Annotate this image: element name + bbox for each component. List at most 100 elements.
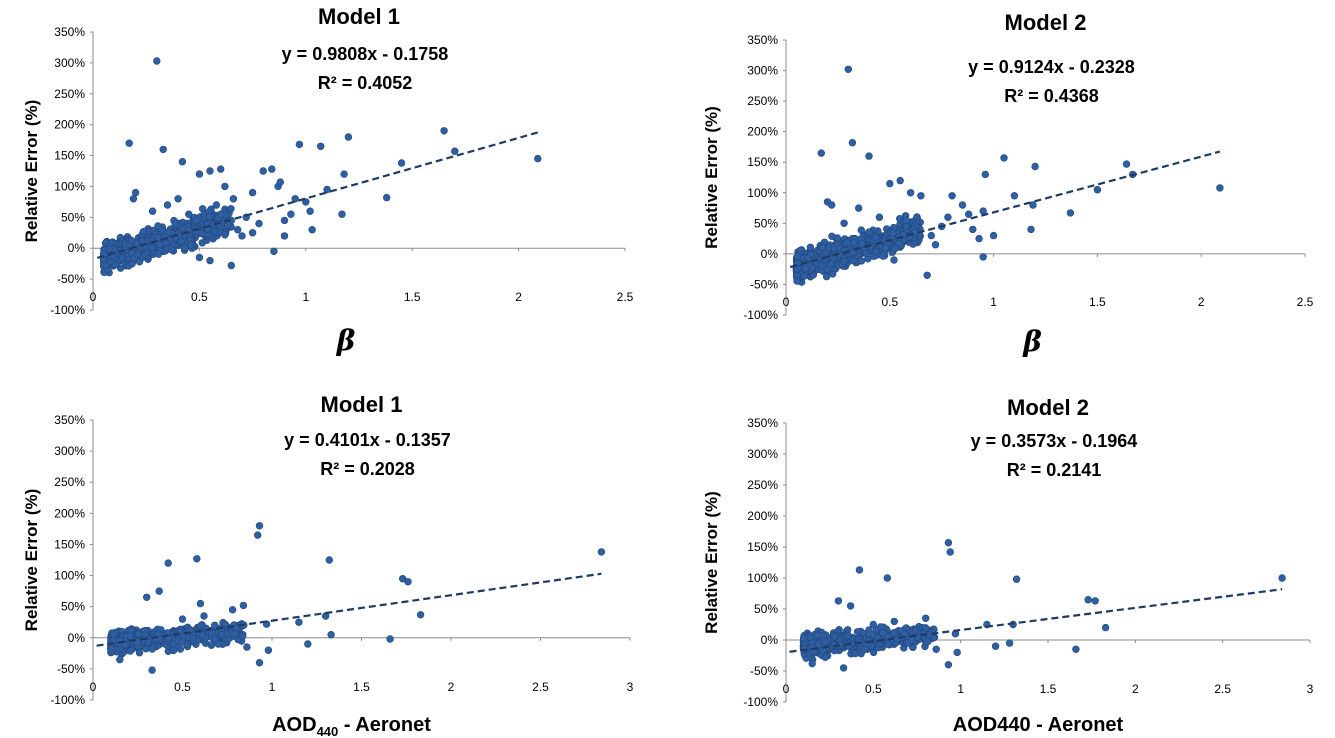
x-tick-label: 3: [1307, 682, 1314, 696]
x-tick-label: 0.5: [881, 295, 898, 309]
y-tick-label: 100%: [54, 569, 85, 583]
data-point: [849, 239, 858, 247]
data-point: [105, 245, 113, 253]
data-point: [264, 646, 273, 654]
x-axis-label: AOD440 - Aeronet: [272, 714, 431, 738]
panel-bottom-right: Model 2 y = 0.3573x - 0.1964 R² = 0.2141 -1…: [702, 395, 1314, 736]
y-tick-label: 350%: [54, 413, 85, 427]
panel-top-right: Model 2 y = 0.9124x - 0.2328 R² = 0.4368 -1…: [702, 10, 1314, 358]
x-tick-label: 1: [957, 682, 964, 696]
y-tick-label: 150%: [747, 540, 778, 554]
data-point: [948, 192, 956, 200]
data-point: [793, 277, 801, 285]
data-point: [827, 201, 836, 209]
data-point: [440, 127, 448, 135]
data-point: [228, 606, 237, 614]
data-point: [833, 234, 842, 242]
data-point: [171, 220, 179, 228]
data-point: [206, 256, 214, 265]
y-tick-label: 100%: [747, 186, 778, 200]
data-point: [969, 225, 977, 234]
chart-title: Model 2: [1007, 395, 1089, 420]
y-tick-label: 350%: [54, 25, 85, 39]
data-point: [921, 624, 930, 632]
data-point: [923, 271, 931, 279]
data-point: [148, 244, 156, 252]
data-point: [416, 611, 425, 619]
data-point: [823, 265, 831, 274]
chart-title: Model 2: [1005, 10, 1087, 35]
data-point: [1122, 160, 1131, 168]
y-tick-label: -100%: [743, 308, 778, 322]
y-tick-label: 100%: [747, 571, 778, 585]
data-point: [196, 622, 205, 630]
trendline-equation: y = 0.4101x - 0.1357: [284, 430, 451, 450]
data-point: [932, 645, 940, 653]
y-tick-label: 50%: [61, 600, 85, 614]
y-tick-label: 0%: [761, 247, 779, 261]
data-point: [148, 666, 156, 674]
data-point: [868, 631, 876, 639]
y-tick-label: 150%: [54, 149, 85, 163]
y-tick-label: 50%: [61, 210, 85, 224]
y-axis-label: Relative Error (%): [702, 106, 721, 249]
y-tick-label: 0%: [68, 241, 86, 255]
data-point: [844, 65, 852, 74]
y-tick-label: 250%: [747, 94, 778, 108]
data-point: [280, 232, 289, 240]
data-point: [879, 252, 887, 260]
data-point: [206, 167, 214, 175]
data-point: [851, 649, 859, 658]
data-point: [255, 522, 264, 530]
data-point: [169, 640, 177, 648]
data-point: [270, 247, 278, 256]
data-point: [135, 648, 144, 657]
data-point: [872, 233, 880, 241]
data-point: [259, 167, 267, 175]
data-point: [280, 216, 289, 225]
data-point: [214, 640, 223, 648]
data-point: [154, 250, 163, 258]
data-point: [944, 213, 952, 221]
data-point: [229, 195, 238, 203]
data-point: [1005, 639, 1014, 647]
data-point: [893, 635, 901, 643]
x-tick-label: 1.5: [1089, 295, 1106, 309]
data-point: [148, 645, 156, 653]
data-point: [917, 192, 925, 200]
data-point: [287, 210, 295, 218]
data-point: [821, 653, 829, 661]
data-point: [808, 659, 816, 668]
x-tick-label: 1.5: [353, 680, 370, 694]
data-point: [126, 647, 135, 655]
data-point: [185, 210, 193, 218]
y-tick-label: 150%: [54, 537, 85, 551]
x-tick-label: 1: [302, 290, 309, 304]
data-point: [238, 232, 246, 240]
data-point: [806, 243, 815, 252]
trendline-equation: y = 0.3573x - 0.1964: [971, 431, 1138, 451]
data-point: [306, 207, 314, 215]
x-tick-label: 3: [627, 680, 634, 694]
data-point: [196, 599, 205, 608]
data-point: [304, 640, 312, 648]
data-point: [869, 620, 877, 629]
data-point: [854, 204, 863, 212]
y-tick-label: -100%: [50, 693, 85, 707]
x-tick-label: 1: [990, 295, 997, 309]
data-point: [227, 261, 236, 270]
data-point: [975, 234, 983, 243]
data-point: [989, 231, 998, 240]
data-point: [876, 623, 885, 631]
data-point: [340, 170, 348, 178]
trendline: [789, 150, 1221, 269]
x-tick-label: 1.5: [1040, 682, 1057, 696]
data-point: [979, 253, 987, 261]
y-tick-label: -100%: [743, 695, 778, 709]
data-point: [884, 640, 892, 649]
data-point: [1029, 201, 1037, 209]
data-point: [839, 664, 848, 672]
data-point: [896, 176, 904, 185]
data-point: [834, 597, 843, 605]
y-tick-label: 200%: [54, 118, 85, 132]
